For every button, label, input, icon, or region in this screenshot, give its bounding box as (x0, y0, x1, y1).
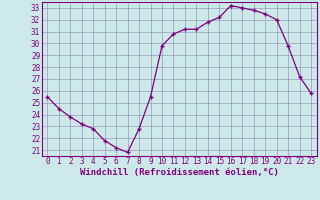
X-axis label: Windchill (Refroidissement éolien,°C): Windchill (Refroidissement éolien,°C) (80, 168, 279, 177)
